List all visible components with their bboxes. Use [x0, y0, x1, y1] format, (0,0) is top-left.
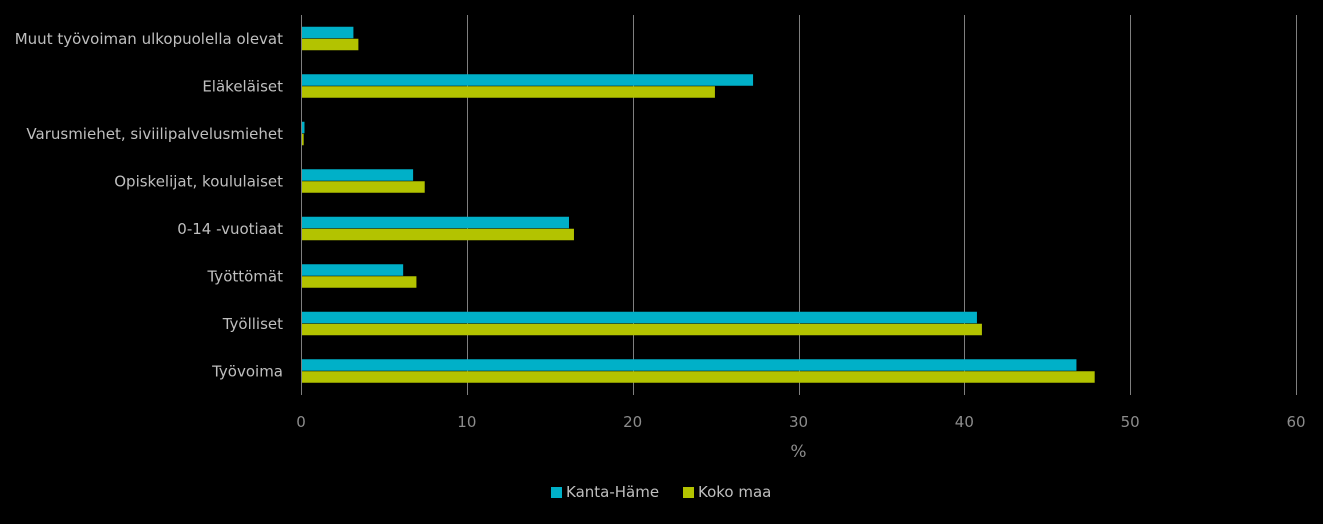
- gridlines: [301, 15, 1297, 395]
- legend-swatch-0: [551, 487, 562, 498]
- x-tick-label-5: 50: [1121, 413, 1140, 431]
- category-label-7: Työvoima: [211, 362, 283, 380]
- legend-label-0: Kanta-Häme: [566, 483, 659, 501]
- x-tick-label-2: 20: [623, 413, 642, 431]
- legend-swatch-1: [683, 487, 694, 498]
- bar-series1-5: [302, 264, 404, 276]
- bar-series1-2: [302, 121, 305, 134]
- bar-series2-1: [302, 86, 715, 98]
- legend: Kanta-Häme Koko maa: [551, 483, 771, 501]
- legend-label-1: Koko maa: [698, 483, 771, 501]
- x-axis-title: %: [790, 442, 806, 462]
- x-tick-label-4: 40: [955, 413, 974, 431]
- category-label-0: Muut työvoiman ulkopuolella olevat: [15, 30, 283, 48]
- bar-series2-6: [302, 323, 982, 336]
- bar-series1-0: [302, 26, 354, 39]
- x-tick-label-6: 60: [1286, 413, 1305, 431]
- bar-series2-3: [302, 181, 425, 193]
- category-label-3: Opiskelijat, koululaiset: [114, 172, 283, 190]
- bar-series2-2: [302, 133, 304, 146]
- category-label-4: 0-14 -vuotiaat: [177, 220, 283, 238]
- bar-series1-6: [302, 311, 977, 324]
- bar-series1-4: [302, 216, 569, 229]
- bar-series1-3: [302, 169, 414, 181]
- category-label-5: Työttömät: [206, 267, 283, 285]
- category-label-2: Varusmiehet, siviilipalvelusmiehet: [26, 125, 283, 143]
- bar-series2-4: [302, 228, 574, 241]
- bar-series2-0: [302, 38, 359, 51]
- bar-series2-7: [302, 371, 1095, 383]
- bar-series2-5: [302, 276, 417, 288]
- bar-series1-1: [302, 74, 754, 86]
- category-label-6: Työlliset: [222, 315, 283, 333]
- x-tick-label-1: 10: [457, 413, 476, 431]
- x-tick-label-0: 0: [296, 413, 306, 431]
- x-tick-labels: 0 10 20 30 40 50 60: [296, 413, 1305, 431]
- x-tick-label-3: 30: [789, 413, 808, 431]
- category-label-1: Eläkeläiset: [202, 77, 283, 95]
- bars: [302, 26, 1095, 383]
- bar-series1-7: [302, 359, 1077, 371]
- category-labels: Muut työvoiman ulkopuolella olevat Eläkel…: [15, 30, 283, 381]
